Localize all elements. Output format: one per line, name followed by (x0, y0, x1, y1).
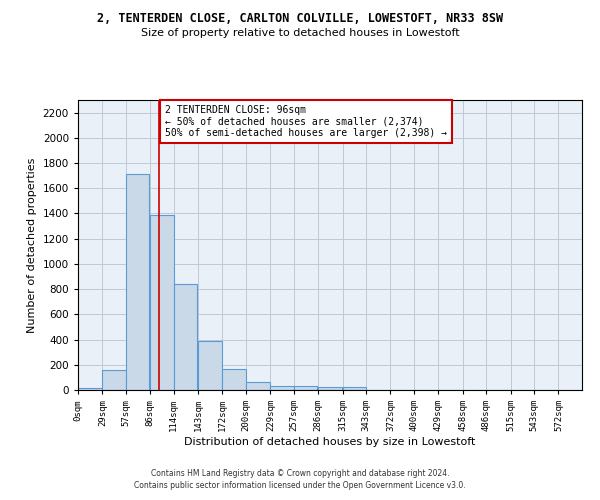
Bar (223, 369, 246, 390)
Bar (174, 284, 197, 390)
Text: Size of property relative to detached houses in Lowestoft: Size of property relative to detached ho… (140, 28, 460, 38)
Bar (246, 382, 269, 390)
Y-axis label: Number of detached properties: Number of detached properties (27, 158, 37, 332)
X-axis label: Distribution of detached houses by size in Lowestoft: Distribution of detached houses by size … (184, 437, 476, 447)
Bar (271, 386, 294, 390)
Text: Contains HM Land Registry data © Crown copyright and database right 2024.
Contai: Contains HM Land Registry data © Crown c… (134, 469, 466, 490)
Bar (343, 388, 366, 390)
Bar (78, 388, 101, 390)
Bar (103, 370, 126, 390)
Bar (126, 174, 149, 390)
Bar (150, 214, 174, 390)
Bar (318, 387, 342, 390)
Text: 2, TENTERDEN CLOSE, CARLTON COLVILLE, LOWESTOFT, NR33 8SW: 2, TENTERDEN CLOSE, CARLTON COLVILLE, LO… (97, 12, 503, 26)
Bar (198, 341, 221, 390)
Bar (294, 386, 317, 390)
Text: 2 TENTERDEN CLOSE: 96sqm
← 50% of detached houses are smaller (2,374)
50% of sem: 2 TENTERDEN CLOSE: 96sqm ← 50% of detach… (166, 105, 448, 138)
